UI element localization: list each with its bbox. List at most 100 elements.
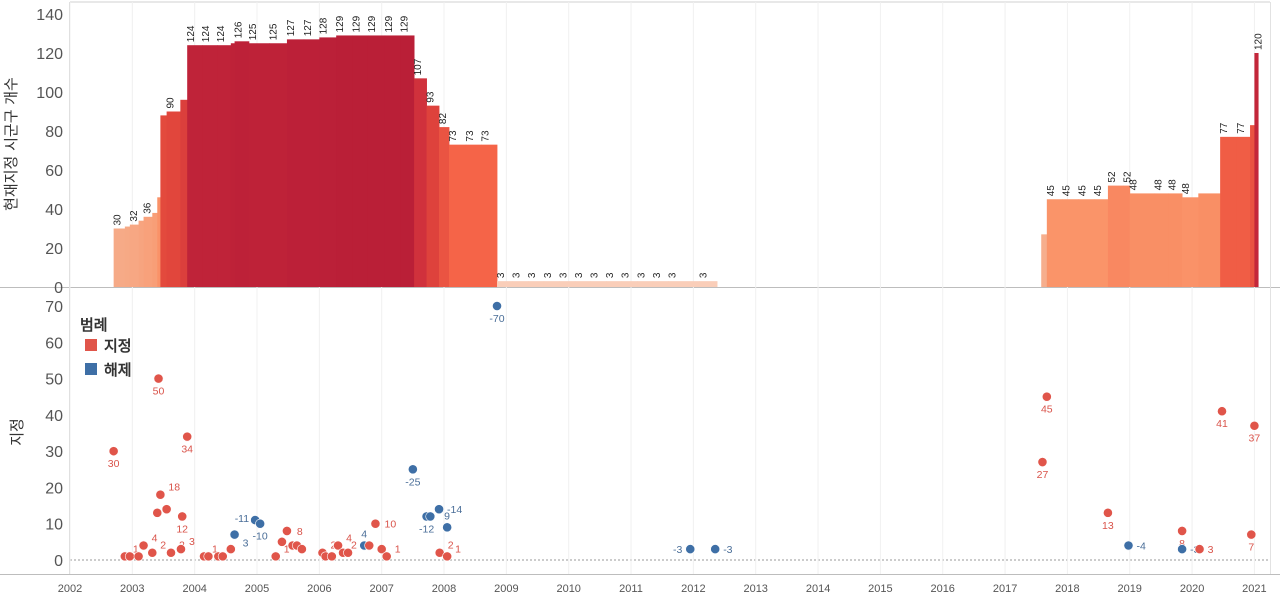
x-tick-label: 2003 [120,583,144,595]
bar-value-label: 93 [426,91,437,103]
bar-value-label: 45 [1061,185,1072,197]
x-tick-label: 2008 [432,583,456,595]
bar-value-label: 128 [318,17,329,34]
scatter-point [1037,457,1048,467]
scatter-point-label: 3 [243,538,249,550]
top-y-tick-label: 20 [45,241,63,258]
bar-value-label: 129 [367,15,378,32]
bar-value-label: 73 [480,130,491,142]
bar-value-label: 125 [269,23,280,40]
x-tick-label: 2015 [868,583,892,595]
bar [1094,199,1109,287]
scatter-point [138,540,149,551]
x-axis: 2002 2003 2004 2005 2006 2007 2008 2009 2010 2011… [58,583,1267,595]
top-y-tick-label: 80 [45,124,63,141]
bar [303,39,320,287]
bottom-y-axis-title: 지정 [8,418,26,446]
scatter-point [343,547,353,558]
scatter-point [492,301,502,311]
scatter-point [370,518,381,529]
scatter-point [1249,420,1260,431]
bar-value-label: 125 [248,23,259,40]
x-tick-label: 2004 [182,583,206,595]
bottom-panel-points: 301421850231234113-11-10182424101-25-12-… [108,301,1261,562]
x-tick-label: 2012 [681,583,705,595]
legend-label-designated: 지정 [104,337,132,355]
bar [543,281,560,287]
bar [1123,185,1131,287]
bottom-panel-y-axis: 0 10 20 30 40 50 60 70 [45,299,63,570]
bottom-y-tick-label: 10 [45,517,63,534]
scatter-point [152,507,163,518]
bar [202,45,218,288]
bar-value-label: 45 [1093,185,1104,197]
bar [1154,193,1169,287]
bar-value-label: 129 [335,15,346,32]
bar [160,115,168,288]
bar [1250,125,1255,288]
top-y-tick-label: 60 [45,163,63,180]
scatter-point [381,551,392,562]
scatter-point [685,544,696,555]
bar-value-label: 82 [438,113,449,125]
scatter-point [434,504,444,515]
bar [1182,197,1199,287]
scatter-point [425,511,436,522]
bottom-y-tick-label: 0 [54,553,63,570]
scatter-point [1103,507,1113,518]
top-y-tick-label: 120 [36,46,63,63]
bar [352,35,369,288]
scatter-point [161,504,172,515]
bar-value-label: 120 [1253,33,1264,50]
scatter-point-label: 34 [181,444,193,456]
bar-value-label: 45 [1046,185,1057,197]
scatter-point-label: 10 [385,519,397,531]
scatter-point [296,544,307,555]
bar [1129,193,1156,287]
legend-swatch-designated [85,339,97,351]
top-y-axis-title: 현재지정 시군구 개수 [2,77,20,211]
legend: 범례 지정 해제 [80,316,132,379]
bar-value-label: 3 [636,272,647,278]
bar-value-label: 3 [512,272,523,278]
bar [574,281,591,287]
bar-value-label: 52 [1123,171,1134,183]
x-tick-label: 2018 [1055,583,1079,595]
scatter-point [376,544,387,555]
x-tick-label: 2007 [369,583,393,595]
scatter-point-label: 1 [284,543,290,555]
x-tick-label: 2014 [806,583,830,595]
bar [217,45,232,288]
bar-value-label: 90 [166,97,177,109]
scatter-point-label: -11 [235,513,250,525]
bar [414,78,427,287]
bar-value-label: 3 [496,272,507,278]
scatter-point-label: 4 [346,533,352,545]
bar-value-label: 127 [286,19,297,36]
top-panel-y-axis: 0 20 40 60 80 100 120 140 [36,7,63,297]
scatter-point-label: 18 [168,482,180,494]
bar [230,43,235,287]
scatter-point-label: -10 [253,531,268,543]
bar-value-label: 124 [186,25,197,42]
bar-value-label: 129 [399,15,410,32]
bar-value-label: 129 [384,15,395,32]
bar-value-label: 3 [667,272,678,278]
bar [481,144,498,287]
x-tick-label: 2016 [930,583,954,595]
x-tick-label: 2020 [1180,583,1204,595]
scatter-point-label: 4 [361,529,367,541]
bar [668,281,701,287]
scatter-point-label: 4 [152,533,158,545]
bar [124,226,131,287]
scatter-point-label: 37 [1249,433,1261,445]
bar [367,35,386,288]
bar-value-label: 126 [234,21,245,38]
scatter-point-label: 2 [351,540,357,552]
scatter-point [124,551,135,562]
bar [234,41,250,287]
legend-title: 범례 [80,316,108,334]
scatter-point-label: 3 [189,536,195,548]
